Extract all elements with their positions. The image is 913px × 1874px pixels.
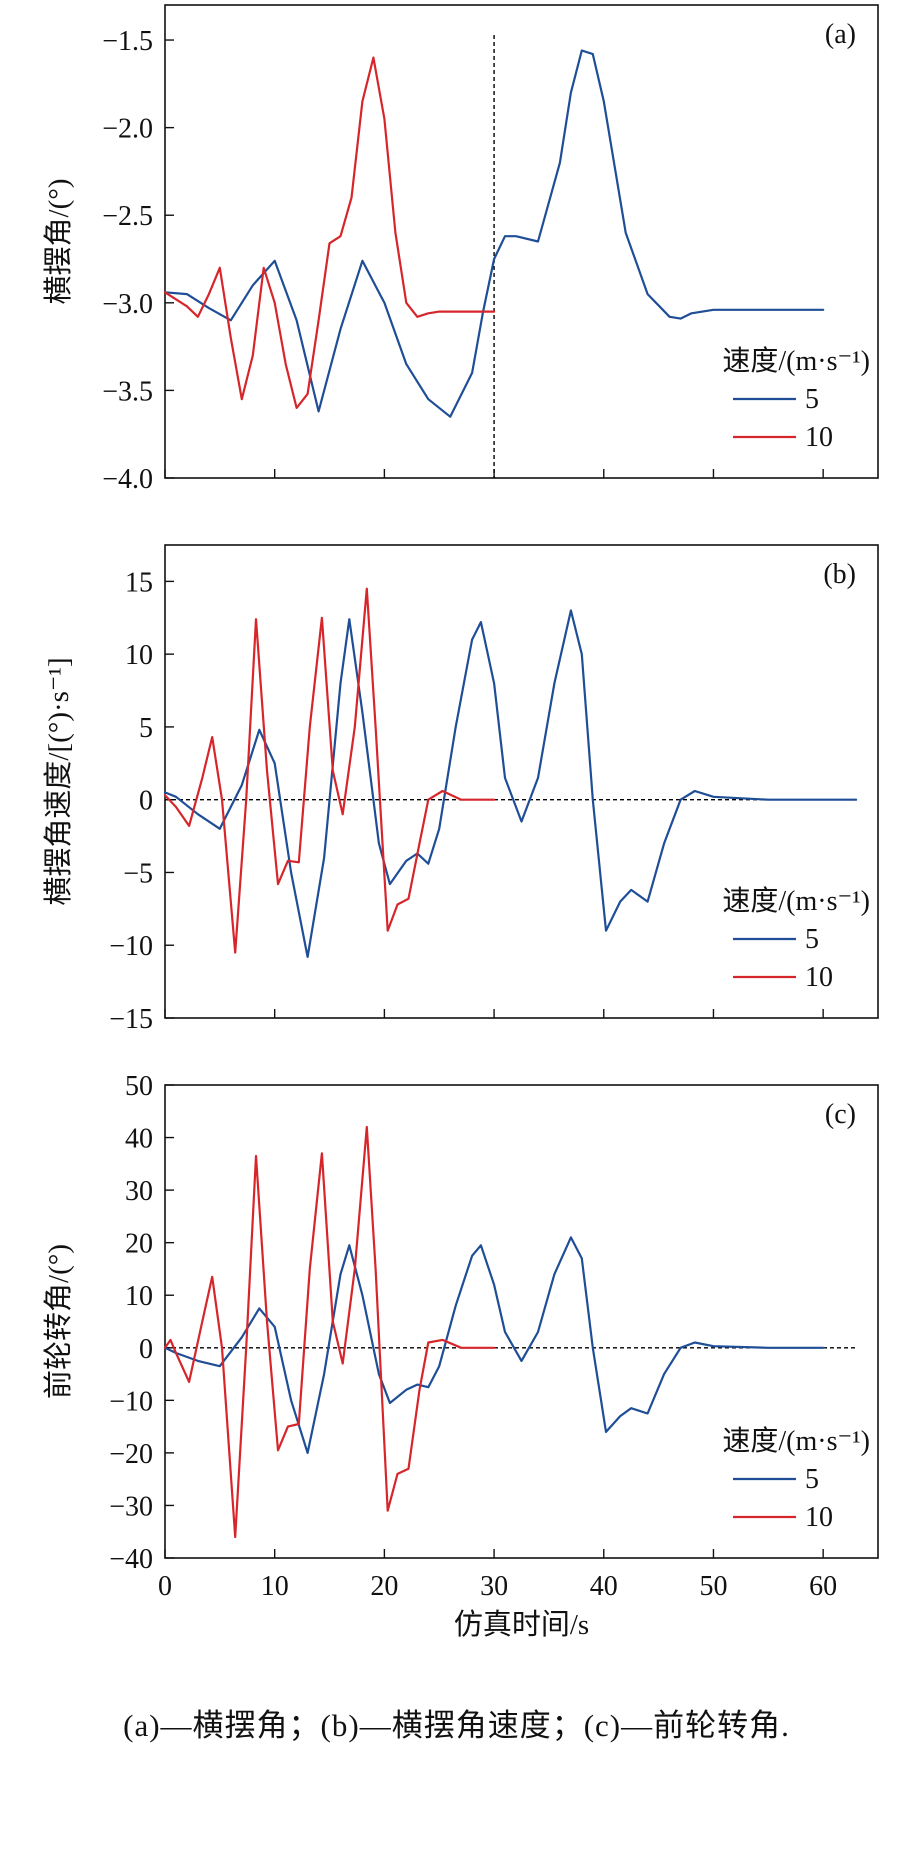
x-tick-label: 10 xyxy=(261,1571,289,1602)
x-tick-label: 40 xyxy=(590,1571,618,1602)
series-line-speed-10 xyxy=(163,56,496,409)
y-tick-label: 0 xyxy=(139,1334,153,1365)
y-tick-label: 30 xyxy=(125,1176,153,1207)
y-tick-label: −3.0 xyxy=(102,289,153,320)
y-tick-label: −15 xyxy=(109,1004,153,1035)
y-axis-title: 前轮转角/(°) xyxy=(42,1244,75,1399)
y-tick-label: 15 xyxy=(125,567,153,598)
panel-label: (a) xyxy=(825,19,856,50)
chart-panel-a: −4.0 −3.5 −3.0 −2.5 −2.0 −1.5 (a) 横摆角/(°) 速度/(m·… xyxy=(42,4,879,495)
y-tick-label: −1.5 xyxy=(102,26,153,57)
y-tick-label: 0 xyxy=(139,786,153,817)
y-tick-label: −2.5 xyxy=(102,201,153,232)
y-tick-label: 5 xyxy=(139,713,153,744)
chart-panel-c: −40 −30 −20 −10 0 10 20 30 40 50 0 10 20 30 40 50 60 (c) 前… xyxy=(42,1071,879,1641)
series-line-speed-5 xyxy=(163,49,825,418)
y-tick-label: −10 xyxy=(109,931,153,962)
x-tick-label: 0 xyxy=(158,1571,172,1602)
panel-label: (b) xyxy=(823,559,856,590)
x-axis-title: 仿真时间/s xyxy=(454,1608,589,1641)
plot-frame xyxy=(164,544,879,1019)
y-axis-title: 横摆角速度/[(°)·s⁻¹] xyxy=(42,657,75,905)
x-tick-label: 20 xyxy=(370,1571,398,1602)
y-tick-label: 10 xyxy=(125,640,153,671)
legend-label-speed-5: 5 xyxy=(805,384,819,415)
series-line-speed-5 xyxy=(163,1236,825,1455)
y-tick-label: −4.0 xyxy=(102,464,153,495)
y-tick-label: 20 xyxy=(125,1229,153,1260)
y-tick-label: −5 xyxy=(123,858,153,889)
y-tick-label: −40 xyxy=(109,1544,153,1575)
y-tick-label: −20 xyxy=(109,1439,153,1470)
figure-caption: (a)—横摆角；(b)—横摆角速度；(c)—前轮转角. xyxy=(123,1708,790,1743)
panel-label: (c) xyxy=(825,1099,856,1130)
legend-title: 速度/(m·s⁻¹) xyxy=(722,1425,870,1457)
chart-panel-b: −15 −10 −5 0 5 10 15 (b) 横摆角速度/[(°)·s⁻¹] 速度/(m·s⁻… xyxy=(42,544,879,1035)
x-tick-label: 50 xyxy=(699,1571,727,1602)
series-line-speed-10 xyxy=(163,587,496,954)
y-tick-label: −2.0 xyxy=(102,114,153,145)
legend-label-speed-10: 10 xyxy=(805,1502,833,1533)
y-tick-label: 50 xyxy=(125,1071,153,1102)
legend-title: 速度/(m·s⁻¹) xyxy=(722,885,870,917)
y-tick-label: −30 xyxy=(109,1491,153,1522)
legend-label-speed-10: 10 xyxy=(805,962,833,993)
series-line-speed-5 xyxy=(163,609,858,959)
plot-frame xyxy=(164,1084,879,1559)
series-line-speed-10 xyxy=(163,1125,496,1539)
y-tick-label: 40 xyxy=(125,1124,153,1155)
legend-title: 速度/(m·s⁻¹) xyxy=(722,345,870,377)
y-tick-label: −10 xyxy=(109,1386,153,1417)
y-tick-label: 10 xyxy=(125,1281,153,1312)
legend-label-speed-5: 5 xyxy=(805,924,819,955)
y-axis-title: 横摆角/(°) xyxy=(42,179,75,305)
x-tick-label: 30 xyxy=(480,1571,508,1602)
legend-label-speed-10: 10 xyxy=(805,422,833,453)
x-tick-label: 60 xyxy=(809,1571,837,1602)
y-tick-label: −3.5 xyxy=(102,376,153,407)
legend-label-speed-5: 5 xyxy=(805,1464,819,1495)
plot-frame xyxy=(164,4,879,479)
